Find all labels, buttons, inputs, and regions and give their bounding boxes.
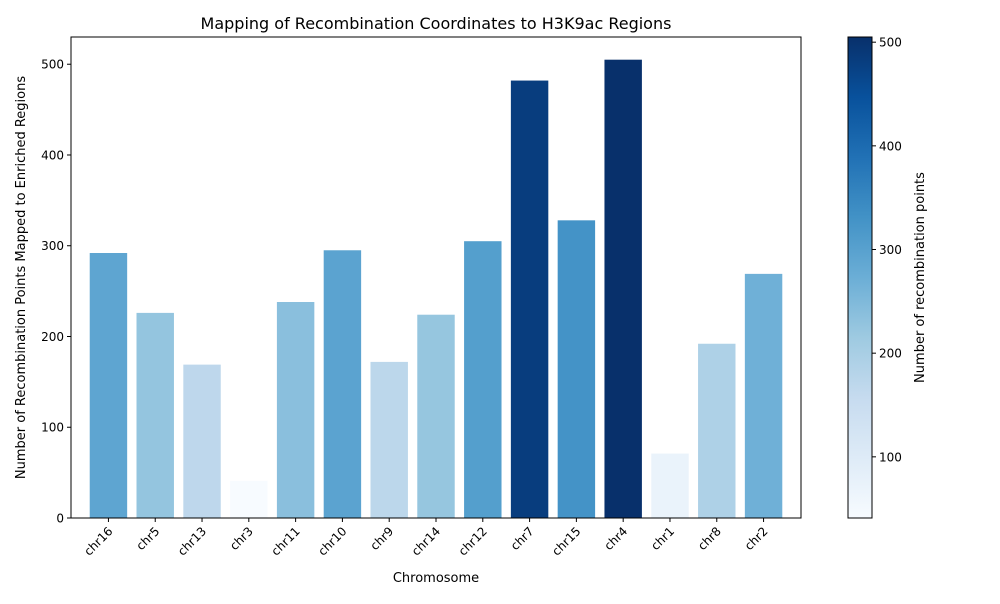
bar-chr9 (370, 361, 408, 518)
plot-frame (70, 36, 802, 519)
y-tick-label: 300 (41, 239, 64, 253)
bar-chr10 (323, 250, 362, 518)
y-tick-label: 0 (56, 512, 64, 526)
y-tick-label: 500 (41, 58, 64, 72)
x-tick-label-chr16: chr16 (81, 524, 115, 558)
colorbar-tick-label: 500 (879, 36, 902, 50)
x-tick-label-chr2: chr2 (742, 524, 771, 553)
bar-chr12 (464, 241, 502, 518)
bar-chr3 (230, 480, 268, 518)
bar-chr14 (417, 314, 455, 518)
colorbar (847, 36, 873, 519)
colorbar-tick-label: 100 (879, 450, 902, 464)
y-tick-label: 100 (41, 421, 64, 435)
bar-chr16 (89, 253, 128, 518)
x-tick-label-chr9: chr9 (367, 524, 396, 553)
chart-title: Mapping of Recombination Coordinates to … (201, 14, 672, 33)
y-tick-label: 400 (41, 148, 64, 162)
colorbar-label: Number of recombination points (913, 172, 928, 383)
x-tick-label-chr12: chr12 (456, 524, 490, 558)
bar-chr8 (698, 343, 736, 518)
y-tick-label: 200 (41, 330, 64, 344)
x-tick-label-chr10: chr10 (315, 524, 349, 558)
x-tick-label-chr15: chr15 (549, 524, 583, 558)
bar-chr13 (183, 364, 221, 518)
x-tick-label-chr14: chr14 (409, 524, 443, 558)
x-tick-label-chr1: chr1 (648, 524, 677, 553)
x-tick-label-chr8: chr8 (695, 524, 724, 553)
y-axis-label: Number of Recombination Points Mapped to… (14, 76, 29, 479)
colorbar-tick-label: 300 (879, 243, 902, 257)
x-tick-label-chr5: chr5 (134, 524, 163, 553)
x-axis-label: Chromosome (393, 571, 479, 586)
bar-chr1 (651, 453, 689, 518)
bar-chr7 (510, 80, 549, 518)
bar-chr15 (557, 220, 596, 518)
bar-chr2 (744, 273, 783, 518)
colorbar-tick-label: 400 (879, 139, 902, 153)
colorbar-tick-label: 200 (879, 347, 902, 361)
x-tick-label-chr4: chr4 (601, 524, 630, 553)
x-tick-label-chr7: chr7 (508, 524, 537, 553)
bar-chr11 (276, 302, 315, 518)
x-tick-label-chr13: chr13 (175, 524, 209, 558)
x-tick-label-chr3: chr3 (227, 524, 256, 553)
bar-chr5 (136, 312, 174, 518)
x-tick-label-chr11: chr11 (269, 524, 303, 558)
bar-chr4 (604, 59, 642, 518)
